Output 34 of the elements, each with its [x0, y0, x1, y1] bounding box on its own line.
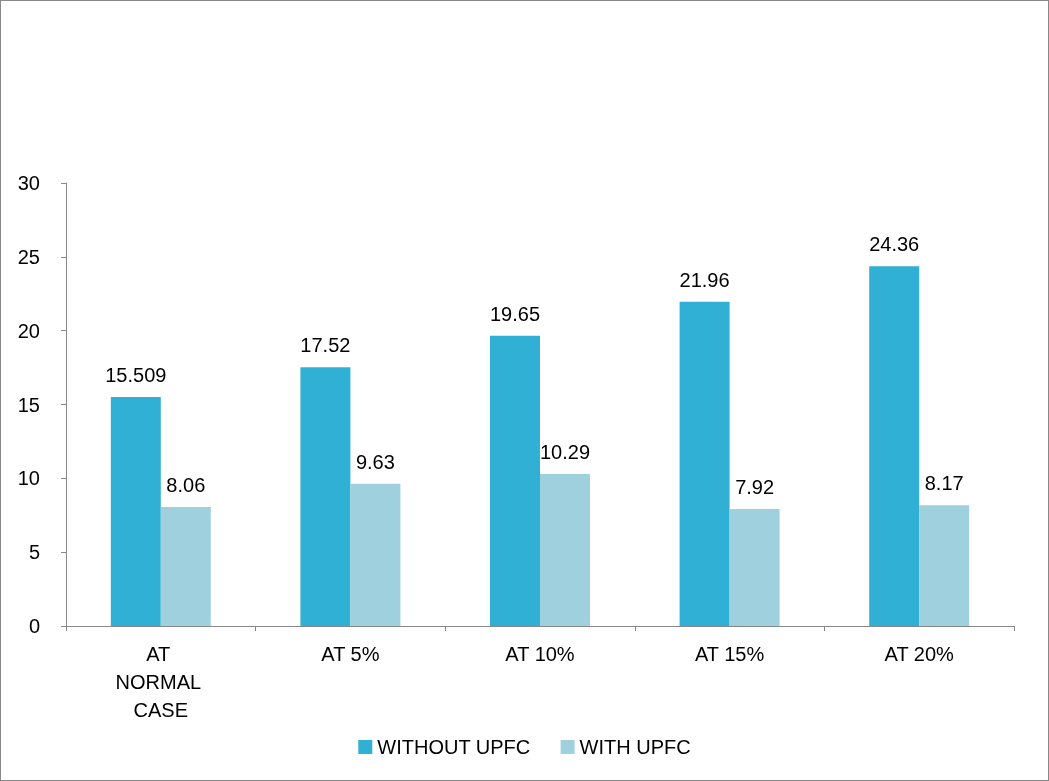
y-tick-label: 30 [17, 172, 40, 194]
data-label: 8.06 [166, 473, 206, 496]
data-label: 24.36 [869, 233, 920, 256]
x-tick-label: AT 10% [505, 643, 575, 665]
y-tick-label: 0 [28, 615, 40, 637]
data-label: 7.92 [735, 476, 775, 499]
bar [350, 483, 401, 626]
x-tick-label: AT 5% [321, 643, 380, 665]
bar [919, 505, 970, 626]
y-tick-label: 25 [17, 245, 40, 268]
legend-label: WITHOUT UPFC [377, 736, 531, 758]
x-tick-label: AT 20% [884, 643, 955, 665]
data-label: 15.509 [105, 363, 167, 386]
data-label: 21.96 [679, 268, 730, 291]
y-tick-label: 5 [28, 541, 40, 564]
bar [869, 266, 920, 626]
data-label: 10.29 [539, 441, 591, 464]
y-tick-label: 10 [17, 467, 40, 490]
bar [540, 474, 590, 626]
data-label: 17.52 [300, 334, 351, 357]
data-label: 19.65 [489, 302, 541, 325]
bar [110, 396, 161, 626]
legend-label: WITH UPFC [579, 736, 691, 758]
bar [300, 367, 351, 626]
y-tick-label: 20 [17, 319, 40, 342]
bar [490, 335, 540, 626]
data-label: 9.63 [355, 450, 395, 473]
x-tick-label: AT NORMAL CASE [115, 643, 206, 721]
x-tick-label: AT 15% [694, 643, 765, 665]
bar [729, 509, 780, 626]
bar [679, 301, 730, 626]
y-tick-label: 15 [17, 393, 40, 416]
bar [160, 506, 211, 626]
data-label: 8.17 [924, 472, 964, 495]
